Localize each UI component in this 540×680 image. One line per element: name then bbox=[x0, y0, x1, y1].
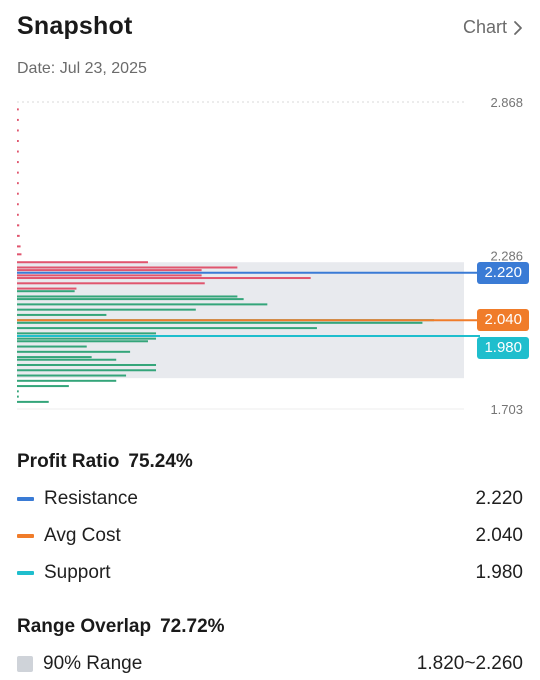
chart-canvas: 2.868 2.286 1.703 bbox=[17, 95, 523, 417]
range-swatch bbox=[17, 656, 33, 672]
loss-bar bbox=[17, 269, 202, 272]
profit-bar bbox=[17, 290, 75, 293]
range-label: 90% Range bbox=[43, 653, 143, 674]
profit-bar bbox=[17, 327, 317, 330]
profit-bar bbox=[17, 298, 244, 301]
profit-bar bbox=[17, 345, 87, 348]
loss-bar bbox=[17, 161, 19, 164]
profit-bar bbox=[17, 332, 157, 335]
loss-bar bbox=[17, 192, 19, 195]
legend-row-range: 90% Range 1.820~2.260 bbox=[17, 651, 523, 677]
chart-link-label: Chart bbox=[462, 17, 507, 37]
profit-bar bbox=[17, 350, 131, 353]
profit-bar bbox=[17, 358, 117, 361]
profit-ratio-label: Profit Ratio bbox=[17, 451, 120, 472]
loss-bar bbox=[17, 213, 19, 216]
profit-bar bbox=[17, 356, 92, 359]
profit-bar bbox=[17, 295, 238, 298]
loss-bar bbox=[17, 253, 22, 256]
chevron-right-icon bbox=[513, 20, 523, 36]
profit-bar bbox=[17, 374, 127, 377]
loss-bar bbox=[17, 118, 19, 121]
date-label: Date: Jul 23, 2025 bbox=[17, 60, 147, 77]
loss-bar bbox=[17, 261, 148, 264]
loss-bar bbox=[17, 245, 21, 248]
legend-label: Resistance bbox=[44, 488, 138, 509]
profit-bar bbox=[17, 400, 49, 403]
loss-bar bbox=[17, 129, 19, 132]
legend-value: 2.220 bbox=[475, 488, 523, 509]
loss-bar bbox=[17, 282, 205, 285]
loss-bar bbox=[17, 150, 19, 153]
avg-cost-price-tag: 2.040 bbox=[477, 309, 529, 332]
y-tick-label: 1.703 bbox=[490, 402, 523, 417]
legend-value: 1.980 bbox=[475, 562, 523, 583]
profit-bar bbox=[17, 395, 19, 398]
loss-bar bbox=[17, 140, 19, 143]
loss-bar bbox=[17, 266, 238, 269]
legend-value: 2.040 bbox=[475, 525, 523, 546]
loss-bar bbox=[17, 108, 19, 111]
legend-label: Support bbox=[44, 562, 111, 583]
loss-bar bbox=[17, 224, 20, 227]
range-value: 1.820~2.260 bbox=[416, 653, 523, 674]
resistance-swatch bbox=[17, 497, 34, 501]
legend-row-support: Support 1.980 bbox=[17, 560, 523, 586]
profit-ratio: Profit Ratio 75.24% bbox=[17, 451, 193, 473]
profit-bar bbox=[17, 369, 157, 372]
support-swatch bbox=[17, 571, 34, 575]
loss-bar bbox=[17, 274, 202, 277]
profit-bar bbox=[17, 308, 196, 311]
header: Snapshot Chart bbox=[17, 12, 523, 48]
profit-bar bbox=[17, 385, 69, 388]
loss-bar bbox=[17, 287, 77, 290]
profit-ratio-value: 75.24% bbox=[128, 451, 193, 472]
loss-bar bbox=[17, 182, 19, 185]
chip-distribution-chart: 2.868 2.286 1.703 2.220 2.040 1.980 bbox=[0, 90, 540, 420]
profit-bar bbox=[17, 390, 19, 393]
profit-bar bbox=[17, 303, 268, 306]
profit-bar bbox=[17, 321, 423, 324]
loss-bar bbox=[17, 277, 311, 280]
profit-bar bbox=[17, 313, 107, 316]
profit-bar bbox=[17, 363, 157, 366]
legend-row-avg-cost: Avg Cost 2.040 bbox=[17, 523, 523, 549]
range-overlap-label: Range Overlap bbox=[17, 616, 152, 637]
range-overlap-value: 72.72% bbox=[160, 616, 225, 637]
profit-bar bbox=[17, 337, 157, 340]
legend-row-resistance: Resistance 2.220 bbox=[17, 486, 523, 512]
loss-bar bbox=[17, 234, 20, 237]
avg-cost-swatch bbox=[17, 534, 34, 538]
legend-label: Avg Cost bbox=[44, 525, 121, 546]
y-tick-label: 2.286 bbox=[490, 248, 523, 263]
range-overlap: Range Overlap 72.72% bbox=[17, 616, 225, 638]
loss-bar bbox=[17, 203, 19, 206]
profit-bar bbox=[17, 340, 148, 343]
chart-link[interactable]: Chart bbox=[463, 17, 523, 38]
resistance-price-tag: 2.220 bbox=[477, 261, 529, 284]
y-tick-label: 2.868 bbox=[490, 95, 523, 110]
profit-bar bbox=[17, 379, 117, 382]
page-title: Snapshot bbox=[17, 12, 133, 40]
loss-bar bbox=[17, 171, 19, 174]
support-price-tag: 1.980 bbox=[477, 337, 529, 359]
